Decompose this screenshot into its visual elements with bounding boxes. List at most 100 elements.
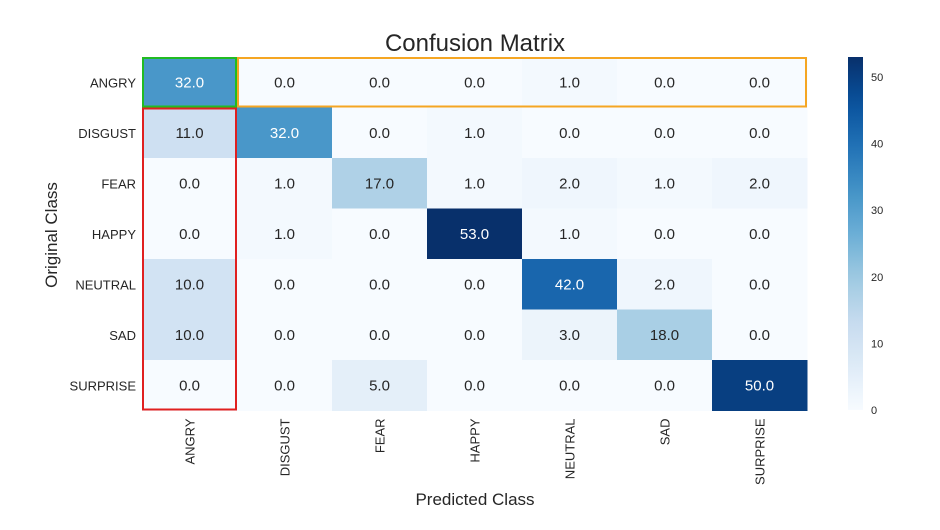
heatmap-cell	[427, 57, 523, 108]
highlight-box	[237, 57, 807, 108]
heatmap-cell	[712, 158, 808, 209]
cell-value-label: 0.0	[369, 226, 390, 243]
column-tick-label: SURPRISE	[753, 418, 768, 485]
heatmap-cell	[142, 158, 238, 209]
cell-value-label: 3.0	[559, 327, 580, 344]
heatmap-cell	[237, 259, 333, 310]
heatmap-cell	[332, 259, 428, 310]
cell-value-label: 50.0	[745, 377, 774, 394]
cell-value-label: 0.0	[464, 74, 485, 91]
heatmap-cell	[522, 107, 618, 159]
colorbar-tick-label: 0	[871, 405, 877, 417]
cell-value-label: 0.0	[749, 125, 770, 142]
cell-value-label: 0.0	[559, 125, 580, 142]
heatmap-cell	[617, 57, 713, 108]
cell-value-label: 0.0	[369, 276, 390, 293]
row-tick-labels: ANGRY DISGUST FEAR HAPPY NEUTRAL SAD SURPRISE	[70, 75, 137, 393]
heatmap-cell	[712, 57, 808, 108]
cell-value-label: 1.0	[274, 175, 295, 192]
heatmap-cell	[427, 309, 523, 361]
column-tick-label: ANGRY	[183, 418, 198, 464]
heatmap-cell	[332, 158, 428, 209]
heatmap-cell	[427, 208, 523, 260]
cell-value-label: 0.0	[179, 226, 200, 243]
colorbar-tick-label: 50	[871, 72, 883, 84]
cell-value-label: 32.0	[175, 74, 204, 91]
cell-value-label: 42.0	[555, 276, 584, 293]
cell-value-label: 17.0	[365, 175, 394, 192]
heatmap-cell	[617, 107, 713, 159]
heatmap-cell	[522, 57, 618, 108]
row-tick-label: DISGUST	[78, 126, 136, 141]
heatmap-cell	[427, 158, 523, 209]
column-tick-label: DISGUST	[278, 418, 293, 476]
cell-value-label: 1.0	[464, 175, 485, 192]
heatmap-cell	[427, 360, 523, 411]
cell-value-label: 5.0	[369, 377, 390, 394]
heatmap-cell	[522, 360, 618, 411]
column-tick-labels: ANGRY DISGUST FEAR HAPPY NEUTRAL SAD SURPRISE	[183, 418, 768, 485]
heatmap-cell	[332, 208, 428, 260]
cell-value-label: 1.0	[274, 226, 295, 243]
cell-value-label: 1.0	[464, 125, 485, 142]
cell-value-label: 10.0	[175, 327, 204, 344]
colorbar-tick-label: 40	[871, 139, 883, 151]
cell-value-label: 2.0	[749, 175, 770, 192]
heatmap-cell	[237, 57, 333, 108]
heatmap-cell	[522, 158, 618, 209]
cell-value-label: 0.0	[369, 125, 390, 142]
cell-value-label: 32.0	[270, 125, 299, 142]
heatmap-cell	[712, 208, 808, 260]
cell-value-label: 0.0	[274, 74, 295, 91]
heatmap-cell	[427, 107, 523, 159]
heatmap-cell	[332, 57, 428, 108]
heatmap-cell	[617, 259, 713, 310]
cell-value-label: 53.0	[460, 226, 489, 243]
heatmap-cell	[522, 259, 618, 310]
heatmap-cell	[142, 208, 238, 260]
heatmap-cell	[142, 107, 238, 159]
row-tick-label: HAPPY	[92, 227, 136, 242]
highlight-box	[142, 57, 237, 108]
heatmap-cell	[522, 208, 618, 260]
cell-value-label: 0.0	[464, 327, 485, 344]
cell-value-label: 0.0	[274, 327, 295, 344]
cell-value-label: 0.0	[654, 226, 675, 243]
cell-value-label: 0.0	[179, 175, 200, 192]
heatmap-cell	[142, 309, 238, 361]
highlight-boxes	[142, 57, 807, 411]
y-axis-label: Original Class	[42, 182, 61, 288]
cell-value-label: 0.0	[369, 74, 390, 91]
heatmap-cell	[237, 309, 333, 361]
heatmap-cell	[617, 360, 713, 411]
heatmap-cell	[712, 259, 808, 310]
row-tick-label: FEAR	[101, 176, 136, 191]
row-tick-label: SURPRISE	[70, 378, 137, 393]
cell-value-label: 0.0	[749, 74, 770, 91]
cell-value-label: 10.0	[175, 276, 204, 293]
cell-value-label: 0.0	[369, 327, 390, 344]
colorbar: 0 10 20 30 40 50	[848, 57, 883, 417]
cell-value-label: 0.0	[654, 125, 675, 142]
heatmap-cells: 32.0 0.0 0.0 0.0 1.0 0.0 0.0 11.0 32.0 0.0 1.0 0.0 0…	[142, 57, 808, 411]
cell-value-label: 1.0	[559, 74, 580, 91]
cell-value-label: 0.0	[274, 377, 295, 394]
colorbar-tick-label: 10	[871, 338, 883, 350]
heatmap-cell	[332, 360, 428, 411]
heatmap-cell	[237, 208, 333, 260]
row-tick-label: SAD	[109, 328, 136, 343]
cell-value-label: 2.0	[559, 175, 580, 192]
column-tick-label: FEAR	[373, 419, 388, 454]
cell-value-label: 0.0	[559, 377, 580, 394]
cell-value-label: 0.0	[749, 276, 770, 293]
heatmap-cell	[332, 107, 428, 159]
cell-value-label: 0.0	[274, 276, 295, 293]
column-tick-label: NEUTRAL	[563, 419, 578, 480]
heatmap-cell	[712, 309, 808, 361]
heatmap-cell	[237, 158, 333, 209]
heatmap-cell	[617, 208, 713, 260]
row-tick-label: ANGRY	[90, 75, 136, 90]
heatmap-cell	[142, 360, 238, 411]
x-axis-label: Predicted Class	[415, 490, 534, 509]
